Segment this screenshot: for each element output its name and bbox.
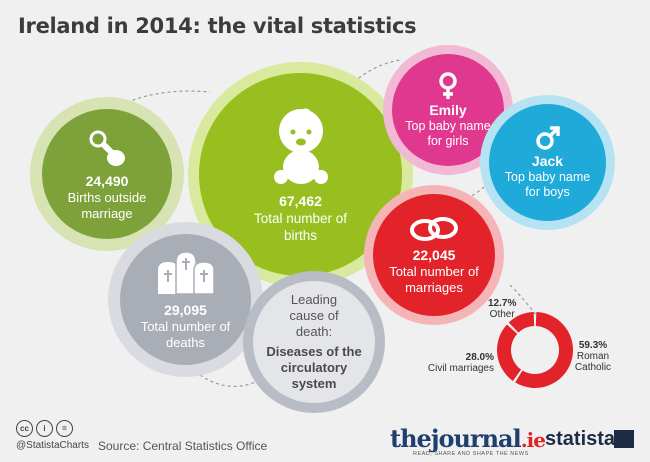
cause-label: Leading cause of death: [289, 292, 339, 339]
source-note: Source: Central Statistics Office [98, 439, 268, 453]
gravestones-icon [157, 251, 215, 294]
journal-ie: .ie [520, 428, 546, 452]
pie-value-other: 12.7% [488, 298, 517, 309]
emily-value: Emily [429, 101, 467, 118]
marriages-bubble: 22,045 Total number of marriages [373, 194, 495, 316]
statista-handle[interactable]: @StatistaCharts [16, 440, 89, 451]
pie-label-civil: 28.0% Civil marriages [424, 352, 494, 374]
deaths-value: 29,095 [164, 302, 207, 318]
births-outside-label: Births outside marriage [67, 189, 147, 221]
pie-name-civil: Civil marriages [427, 363, 494, 374]
wedding-rings-icon [410, 216, 458, 241]
statista-logo-text[interactable]: statista [545, 428, 616, 450]
page-title: Ireland in 2014: the vital statistics [18, 14, 417, 38]
pie-label-other: 12.7% Other [488, 298, 516, 320]
attribution-icon: i [36, 420, 53, 437]
births-outside-value: 24,490 [85, 172, 129, 189]
journal-journal: journal [430, 424, 522, 453]
marriage-type-donut [497, 312, 573, 388]
births-label: Total number of births [253, 211, 348, 243]
cause-value: Diseases of the circulatory system [266, 344, 362, 391]
births-outside-bubble: 24,490 Births outside marriage [42, 109, 172, 239]
cc-icon: cc [16, 420, 33, 437]
jack-bubble: Jack Top baby name for boys [489, 104, 606, 221]
jack-value: Jack [531, 153, 564, 169]
deaths-label: Total number of deaths [140, 319, 231, 350]
no-derivatives-icon: = [56, 420, 73, 437]
marriages-value: 22,045 [412, 246, 456, 263]
pacifier-icon [89, 130, 125, 166]
statista-logo-icon [614, 430, 634, 448]
jack-label: Top baby name for boys [504, 170, 591, 199]
births-value: 67,462 [279, 193, 322, 209]
cause-bubble: Leading cause of death: Diseases of the … [253, 281, 375, 403]
male-symbol-icon [535, 126, 560, 150]
pie-name-other: Other [489, 309, 515, 320]
donut-slice-roman-catholic [515, 312, 573, 388]
journal-the: the [390, 424, 432, 453]
journal-tagline: READ, SHARE AND SHAPE THE NEWS [413, 451, 529, 457]
deaths-bubble: 29,095 Total number of deaths [120, 234, 251, 365]
connector-arc [199, 374, 261, 388]
thejournal-logo[interactable]: thejournal.ie [390, 424, 546, 453]
baby-icon [273, 108, 328, 184]
donut-slice-other [508, 312, 535, 333]
marriages-label: Total number of marriages [389, 263, 479, 295]
pie-value-civil: 28.0% [465, 352, 494, 363]
pie-value-catholic: 59.3% [578, 340, 608, 351]
female-symbol-icon [439, 71, 457, 99]
donut-slice-civil-marriages [497, 324, 522, 381]
pie-name-catholic: Roman Catholic [574, 351, 612, 373]
pie-label-catholic: 59.3% Roman Catholic [573, 340, 613, 373]
emily-label: Top baby name for girls [405, 118, 491, 148]
